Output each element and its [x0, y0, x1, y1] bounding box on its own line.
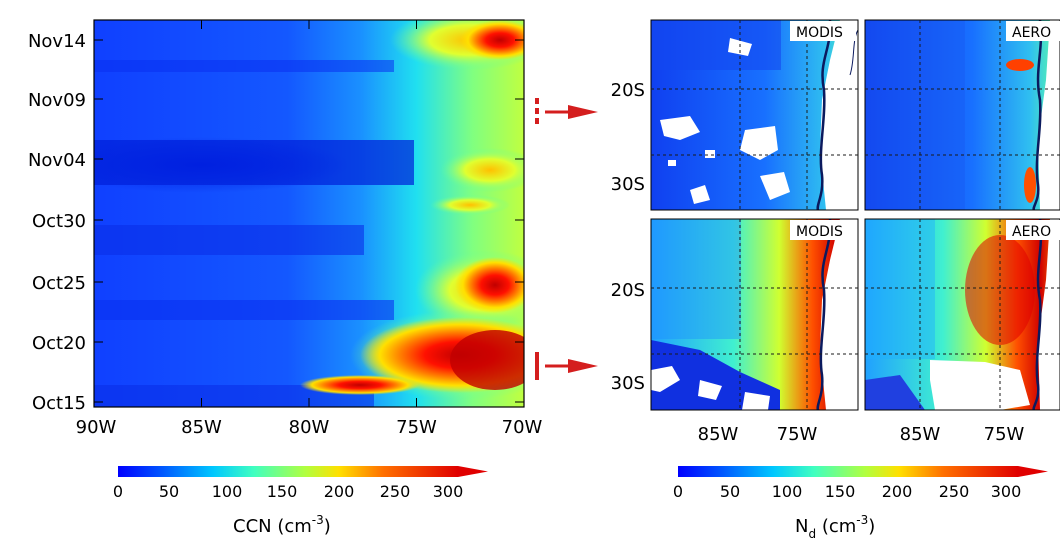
- map-lat-label: 30S: [611, 174, 645, 195]
- ccn-y-tick-label: Nov09: [28, 90, 86, 111]
- ccn-x-tick-label: 75W: [396, 417, 437, 438]
- ccn-x-tick-label: 85W: [181, 417, 222, 438]
- dashed-arrow-annotation: [535, 98, 598, 126]
- map-lon-label: 75W: [984, 424, 1025, 445]
- map-lon-label: 85W: [698, 424, 739, 445]
- map-lat-label: 30S: [611, 373, 645, 394]
- nd-colorbar-tick: 250: [939, 482, 970, 501]
- ccn-colorbar-label: CCN (cm-3): [233, 513, 331, 537]
- ccn-colorbar-tick: 250: [380, 482, 411, 501]
- panel-tag-label: AERO: [1012, 25, 1051, 41]
- map-graticule: [651, 20, 1060, 410]
- ccn-y-tick-label: Oct20: [32, 333, 86, 354]
- map-panel-top-aero: [865, 20, 1060, 210]
- panel-tag-label: AERO: [1012, 224, 1051, 240]
- ccn-y-tick-label: Nov04: [28, 150, 86, 171]
- map-lon-label: 75W: [777, 424, 818, 445]
- ccn-colorbar-tick: 0: [113, 482, 123, 501]
- map-panel-bottom-modis: [651, 219, 858, 410]
- ccn-colorbar: [118, 466, 488, 477]
- map-frame: [650, 19, 859, 211]
- ccn-colorbar-tick: 300: [433, 482, 464, 501]
- nd-colorbar: [678, 466, 1048, 477]
- map-lat-label: 20S: [611, 80, 645, 101]
- nd-colorbar-tick: 100: [772, 482, 803, 501]
- solid-arrow-annotation: [535, 352, 598, 380]
- nd-colorbar-tick: 200: [882, 482, 913, 501]
- ccn-x-tick-label: 80W: [289, 417, 330, 438]
- nd-colorbar-tick: 0: [673, 482, 683, 501]
- map-lon-label: 85W: [900, 424, 941, 445]
- ccn-y-tick-label: Oct25: [32, 273, 86, 294]
- ccn-heatmap: [94, 20, 524, 407]
- map-panel-top-modis: [651, 20, 858, 210]
- ccn-y-tick-label: Oct15: [32, 393, 86, 414]
- panel-tag-box: [790, 21, 1060, 240]
- ccn-y-tick-label: Oct30: [32, 211, 86, 232]
- ccn-colorbar-tick: 100: [212, 482, 243, 501]
- map-frame: [864, 19, 1060, 211]
- map-frame: [650, 218, 859, 411]
- ccn-x-tick-label: 70W: [502, 417, 543, 438]
- ccn-y-ticks: [94, 39, 524, 403]
- ccn-colorbar-tick: 200: [324, 482, 355, 501]
- map-panel-bottom-aero: [865, 219, 1060, 410]
- nd-colorbar-tick: 50: [720, 482, 740, 501]
- nd-colorbar-tick: 300: [991, 482, 1022, 501]
- ccn-x-tick-label: 90W: [76, 417, 117, 438]
- ccn-colorbar-tick: 50: [159, 482, 179, 501]
- map-frame: [864, 218, 1060, 411]
- ccn-colorbar-tick: 150: [267, 482, 298, 501]
- ccn-y-tick-label: Nov14: [28, 31, 86, 52]
- nd-colorbar-label: Nd (cm-3): [795, 513, 875, 540]
- nd-colorbar-tick: 150: [825, 482, 856, 501]
- panel-tag-label: MODIS: [796, 224, 843, 240]
- map-lat-label: 20S: [611, 280, 645, 301]
- panel-tag-label: MODIS: [796, 25, 843, 41]
